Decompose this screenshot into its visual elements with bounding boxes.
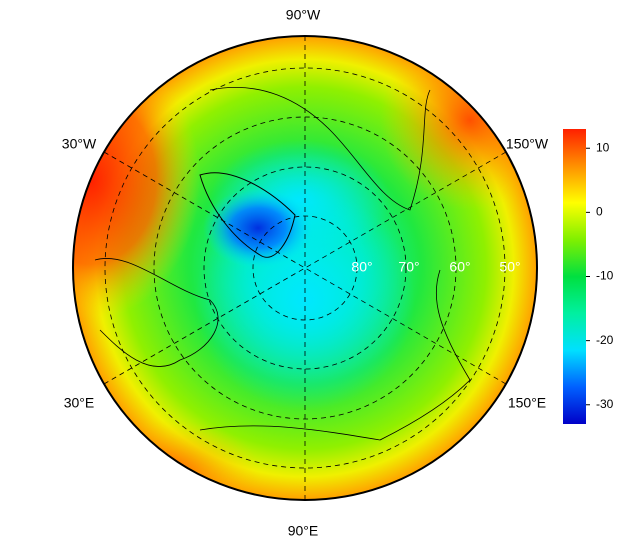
colorbar-scale <box>563 129 586 424</box>
colorbar-tick-label: -20 <box>596 333 614 347</box>
colorbar-tick-label: -30 <box>596 397 614 411</box>
lon-label: 90°E <box>288 523 319 539</box>
colorbar-tick-label: 0 <box>596 205 603 219</box>
lon-label: 30°W <box>62 136 97 152</box>
lon-label: 30°E <box>64 395 95 411</box>
graticule <box>103 36 507 500</box>
lon-label: 90°W <box>286 7 321 23</box>
lat-label: 80° <box>351 259 372 275</box>
lat-label: 50° <box>499 259 520 275</box>
lon-label: 150°E <box>508 395 546 411</box>
map-field <box>73 36 537 500</box>
lon-label: 150°W <box>506 136 549 152</box>
colorbar: 10 0 -10 -20 -30 <box>563 129 614 424</box>
lat-label: 60° <box>449 259 470 275</box>
lat-label: 70° <box>398 259 419 275</box>
colorbar-tick-label: -10 <box>596 269 614 283</box>
map-border <box>72 35 538 501</box>
colorbar-tick-label: 10 <box>596 140 610 154</box>
